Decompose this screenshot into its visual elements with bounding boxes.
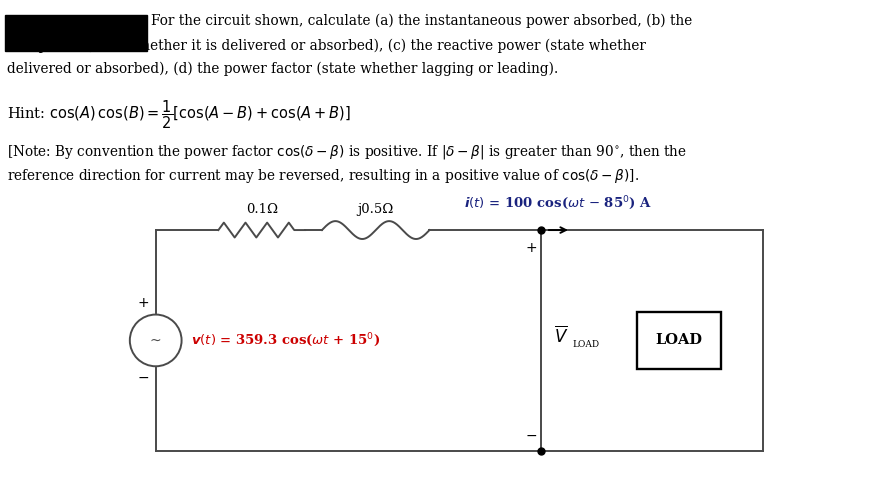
Text: +: + — [525, 241, 537, 255]
Text: LOAD: LOAD — [572, 340, 600, 349]
Text: $\bfit{v}$$(t)$ = 359.3 cos($\omega t$ + 15$^{0}$): $\bfit{v}$$(t)$ = 359.3 cos($\omega t$ +… — [191, 332, 380, 349]
Text: delivered or absorbed), (d) the power factor (state whether lagging or leading).: delivered or absorbed), (d) the power fa… — [7, 62, 558, 76]
Text: real power (state whether it is delivered or absorbed), (c) the reactive power (: real power (state whether it is delivere… — [7, 38, 647, 53]
Text: $\overline{V}$: $\overline{V}$ — [554, 325, 568, 346]
Text: j0.5Ω: j0.5Ω — [357, 203, 394, 216]
Text: 0.1Ω: 0.1Ω — [246, 203, 278, 216]
Text: −: − — [525, 429, 537, 443]
Bar — [5, 15, 146, 51]
Bar — [637, 312, 721, 369]
Text: $\bfit{i}$$(t)$ = 100 cos($\omega t$ $-$ 85$^{0}$) A: $\bfit{i}$$(t)$ = 100 cos($\omega t$ $-$… — [464, 194, 653, 212]
Text: For the circuit shown, calculate (a) the instantaneous power absorbed, (b) the: For the circuit shown, calculate (a) the… — [151, 14, 692, 28]
Text: LOAD: LOAD — [655, 334, 702, 348]
Text: +: + — [138, 296, 150, 310]
Text: reference direction for current may be reversed, resulting in a positive value o: reference direction for current may be r… — [7, 168, 639, 185]
Text: −: − — [138, 371, 150, 385]
Text: ~: ~ — [150, 334, 161, 348]
Text: Hint: $\cos(A)\,\cos(B) = \dfrac{1}{2}[\cos(A - B) + \cos(A + B)]$: Hint: $\cos(A)\,\cos(B) = \dfrac{1}{2}[\… — [7, 99, 351, 132]
Text: [Note: By convention the power factor $\cos(\delta - \beta)$ is positive. If $|\: [Note: By convention the power factor $\… — [7, 143, 687, 161]
